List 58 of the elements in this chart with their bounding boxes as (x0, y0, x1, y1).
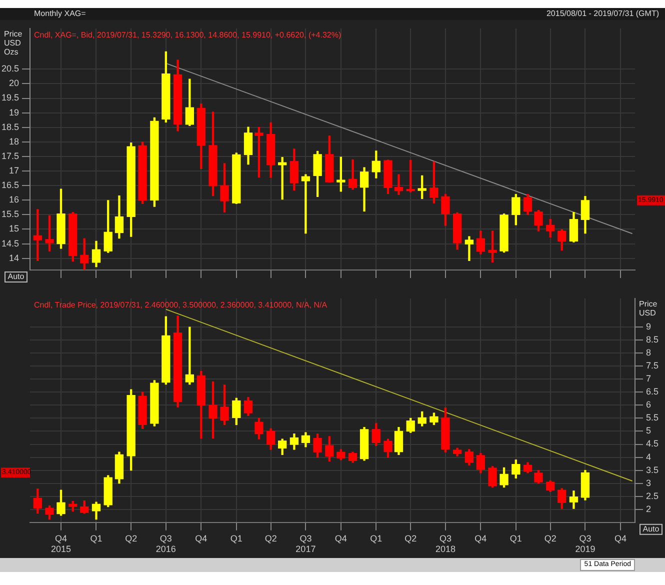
y-tick-label: 16 (8, 194, 19, 205)
text: Auto (8, 272, 25, 282)
y-tick-label: 9 (646, 322, 652, 332)
x-tick-label: Q1 (230, 533, 242, 544)
y-tick-label: 5 (646, 426, 652, 436)
y-tick-label: 15.5 (1, 209, 19, 220)
y-tick-label: 3 (646, 478, 652, 488)
y-tick-label: 8.5 (646, 334, 659, 345)
y-tick-label: 17.5 (1, 150, 19, 161)
annotation: Cndl, XAG=, Bid, 2019/07/31, 15.3290, 16.1300, 14.8600, 15.9910, +0.6620, (+4.32%) (34, 30, 342, 40)
x-tick-label: Q4 (195, 533, 208, 544)
annotation: Cndl, Trade Price, 2019/07/31, 2.460000, 3.500000, 2.360000, 3.410000, N/A, N/A (34, 300, 328, 310)
x-tick-label: Q1 (510, 533, 522, 544)
chart-title: Monthly XAG= (34, 8, 86, 20)
y-tick-label: 18 (8, 136, 19, 146)
y-tick-label: 4.5 (646, 438, 659, 449)
candlestick (301, 174, 310, 234)
y-tick-label: 7 (646, 374, 652, 384)
x-tick-label: Q4 (474, 533, 487, 544)
x-tick-label: Q4 (614, 533, 626, 544)
y-tick-label: 3.5 (646, 464, 659, 475)
x-tick-label: Q2 (125, 533, 138, 544)
y-tick-label: 2.5 (646, 490, 659, 501)
y-axis-title: Price USD (639, 300, 658, 318)
x-tick-label: Q2 (544, 533, 556, 544)
y-tick-label: 5.5 (646, 412, 659, 423)
x-tick-label: Q2 (264, 533, 277, 544)
x-tick-label: Q1 (370, 533, 382, 544)
y-tick-label: 6 (646, 400, 652, 410)
x-tick-label: Q3 2016 (156, 533, 176, 554)
candlestick (185, 326, 194, 385)
y-tick-label: 18.5 (1, 122, 19, 132)
chart-subtitle: 2015/08/01 - 2019/07/31 (GMT) (546, 8, 659, 20)
y-tick-label: 4 (646, 452, 652, 462)
y-axis-title: Price USD Ozs (4, 30, 23, 57)
y-tick-label: 14 (8, 252, 19, 263)
y-tick-label: 19 (8, 107, 19, 118)
y-tick-label: 20 (8, 78, 19, 88)
y-tick-label: 14.5 (1, 238, 19, 248)
candlestick (394, 174, 404, 195)
y-tick-label: 17 (8, 166, 19, 176)
y-tick-label: 16.5 (1, 180, 19, 190)
x-tick-label: Q3 2017 (296, 533, 316, 554)
x-tick-label: Q4 2015 (51, 533, 72, 554)
x-tick-label: Q3 2018 (435, 533, 456, 554)
y-tick-label: 19.5 (1, 92, 19, 103)
y-tick-label: 6.5 (646, 386, 659, 397)
x-tick-label: Q1 (90, 533, 102, 544)
y-tick-label: 15 (8, 224, 19, 234)
y-tick-label: 7.5 (646, 360, 659, 371)
y-tick-label: 8 (646, 348, 652, 358)
x-tick-label: Q2 (404, 533, 417, 544)
candlestick (464, 236, 474, 262)
x-tick-label: Q3 2019 (575, 533, 596, 554)
y-tick-label: 2 (646, 504, 652, 514)
x-tick-label: Q4 (334, 533, 347, 544)
text: Auto (642, 524, 660, 534)
y-tick-label: 20.5 (1, 64, 19, 74)
